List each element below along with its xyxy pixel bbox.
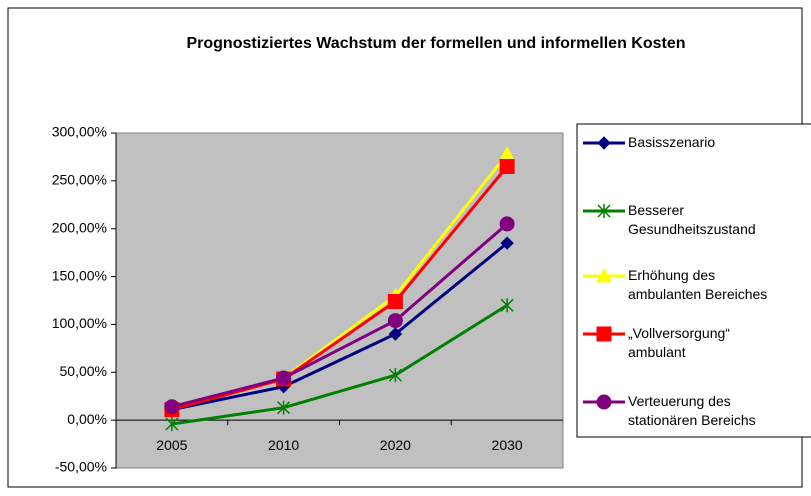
y-tick-label: 250,00%	[52, 172, 107, 188]
marker	[597, 204, 611, 218]
marker	[388, 327, 403, 341]
x-tick-label: 2030	[492, 437, 523, 453]
marker	[596, 394, 612, 410]
marker	[500, 298, 514, 313]
marker	[277, 400, 291, 415]
marker	[164, 399, 180, 415]
y-tick-label: 200,00%	[52, 219, 107, 235]
x-tick-label: 2010	[268, 437, 299, 453]
y-tick-label: -50,00%	[55, 459, 107, 475]
marker	[276, 370, 292, 386]
marker	[500, 236, 514, 250]
marker	[388, 368, 402, 383]
y-tick-label: 300,00%	[52, 124, 107, 140]
x-tick-label: 2005	[156, 437, 187, 453]
plot-area	[115, 132, 564, 469]
marker	[499, 216, 515, 232]
legend-label: Verteuerung des stationären Bereichs	[628, 393, 756, 428]
legend-label: Besserer Gesundheitszustand	[628, 202, 756, 237]
y-tick-label: 50,00%	[60, 363, 107, 379]
marker	[596, 267, 612, 283]
chart-title: Prognostiziertes Wachstum der formellen …	[186, 35, 686, 52]
legend-label: Basisszenario	[628, 134, 716, 150]
marker	[387, 293, 403, 309]
marker	[596, 326, 612, 342]
y-tick-label: 0,00%	[67, 411, 107, 427]
legend-label: „Vollversorgung“ ambulant	[628, 325, 730, 360]
series-line	[171, 222, 509, 409]
series-line	[171, 165, 509, 412]
legend-box	[576, 123, 811, 438]
series-line	[171, 241, 509, 412]
marker	[499, 159, 515, 174]
marker	[597, 136, 611, 150]
series-line	[171, 304, 508, 426]
marker	[387, 313, 403, 329]
y-tick-label: 100,00%	[52, 315, 107, 331]
y-tick-label: 150,00%	[52, 267, 107, 283]
legend-label: Erhöhung des ambulanten Bereiches	[628, 267, 768, 302]
marker	[165, 416, 179, 431]
x-tick-label: 2020	[380, 437, 411, 453]
